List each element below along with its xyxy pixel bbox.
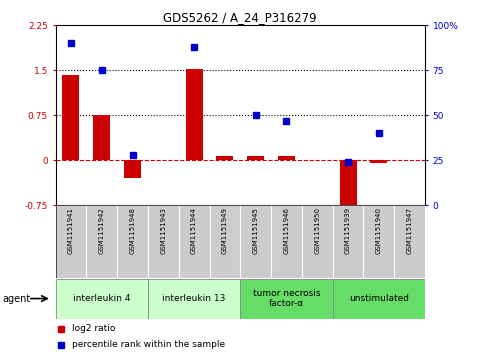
Text: GSM1151941: GSM1151941 [68, 207, 74, 254]
Text: GSM1151947: GSM1151947 [407, 207, 412, 254]
Text: interleukin 13: interleukin 13 [162, 294, 226, 303]
Bar [394, 205, 425, 278]
Bar [278, 156, 295, 160]
Bar [179, 205, 210, 278]
Text: GSM1151940: GSM1151940 [376, 207, 382, 254]
Bar [364, 205, 394, 278]
Bar [302, 205, 333, 278]
Text: GSM1151939: GSM1151939 [345, 207, 351, 254]
Bar [271, 205, 302, 278]
Bar [148, 205, 179, 278]
Bar [216, 156, 233, 160]
Text: GSM1151944: GSM1151944 [191, 207, 197, 254]
Text: GSM1151942: GSM1151942 [99, 207, 105, 254]
Bar [93, 115, 110, 160]
Bar [240, 205, 271, 278]
Bar [148, 278, 241, 319]
Bar [86, 205, 117, 278]
Bar [247, 156, 264, 160]
Bar [185, 69, 202, 160]
Bar [62, 75, 79, 160]
Text: GSM1151946: GSM1151946 [284, 207, 289, 254]
Text: GSM1151950: GSM1151950 [314, 207, 320, 254]
Bar [333, 278, 425, 319]
Text: GSM1151945: GSM1151945 [253, 207, 259, 254]
Text: interleukin 4: interleukin 4 [73, 294, 130, 303]
Title: GDS5262 / A_24_P316279: GDS5262 / A_24_P316279 [163, 11, 317, 24]
Bar [56, 205, 86, 278]
Text: GSM1151948: GSM1151948 [129, 207, 136, 254]
Text: tumor necrosis
factor-α: tumor necrosis factor-α [253, 289, 320, 308]
Bar [333, 205, 364, 278]
Bar [340, 160, 356, 214]
Text: agent: agent [2, 294, 30, 303]
Bar [370, 160, 387, 163]
Bar [240, 278, 333, 319]
Text: GSM1151949: GSM1151949 [222, 207, 228, 254]
Text: log2 ratio: log2 ratio [72, 324, 115, 333]
Bar [117, 205, 148, 278]
Text: unstimulated: unstimulated [349, 294, 409, 303]
Bar [210, 205, 240, 278]
Bar [56, 278, 148, 319]
Bar [124, 160, 141, 178]
Text: GSM1151943: GSM1151943 [160, 207, 166, 254]
Text: percentile rank within the sample: percentile rank within the sample [72, 340, 225, 350]
